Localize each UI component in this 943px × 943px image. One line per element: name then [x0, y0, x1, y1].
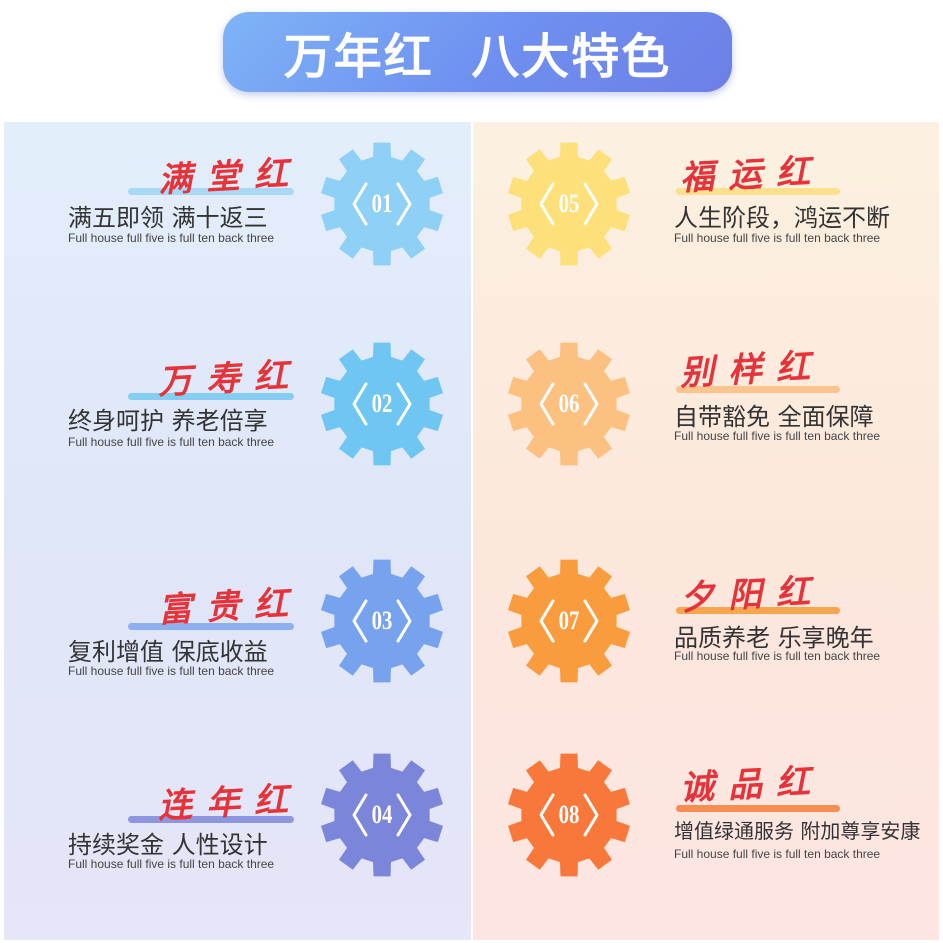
feature-headline: 持续奖金 人性设计 [68, 831, 268, 859]
feature-headline: 品质养老 乐享晚年 [674, 624, 874, 652]
feature-name: 诚品红 [679, 761, 825, 809]
feature-subtitle: Full house full five is full ten back th… [68, 435, 275, 449]
gear-icon: 07 [505, 557, 633, 685]
feature-subtitle: Full house full five is full ten back th… [68, 231, 275, 245]
title-underline [128, 623, 294, 630]
feature-headline: 满五即领 满十返三 [68, 204, 268, 232]
gear-number: 06 [558, 389, 580, 418]
feature-subtitle: Full house full five is full ten back th… [68, 664, 275, 678]
gear-number: 03 [371, 606, 393, 635]
gear-icon: 08 [505, 751, 633, 879]
title-banner: 万年红 八大特色 [223, 12, 732, 92]
title-underline [676, 607, 840, 614]
title-underline [128, 393, 294, 400]
gear-number: 02 [371, 389, 393, 418]
gear-number: 07 [558, 606, 580, 635]
gear-number: 04 [371, 800, 393, 829]
feature-name: 福运红 [679, 151, 825, 199]
gear-icon: 06 [505, 340, 633, 468]
gear-number: 08 [558, 800, 580, 829]
gear-icon: 04 [318, 751, 446, 879]
gear-icon: 05 [505, 140, 633, 268]
feature-headline: 人生阶段，鸿运不断 [674, 204, 890, 232]
feature-headline: 复利增值 保底收益 [68, 638, 268, 666]
title-underline [128, 188, 294, 195]
title-underline [676, 805, 840, 812]
gear-icon: 02 [318, 340, 446, 468]
feature-subtitle: Full house full five is full ten back th… [674, 847, 881, 861]
title-underline [676, 386, 840, 393]
title-underline [128, 816, 294, 823]
feature-headline: 增值绿通服务 附加尊享安康 [674, 819, 921, 843]
feature-name: 夕阳红 [679, 571, 825, 619]
feature-subtitle: Full house full five is full ten back th… [674, 649, 881, 663]
feature-name: 万寿红 [157, 355, 303, 403]
gear-number: 05 [558, 189, 580, 218]
feature-headline: 自带豁免 全面保障 [674, 403, 874, 431]
page-title: 万年红 八大特色 [283, 29, 672, 85]
gear-icon: 03 [318, 557, 446, 685]
feature-name: 连年红 [157, 779, 303, 827]
feature-name: 富贵红 [157, 583, 303, 631]
title-underline [676, 188, 840, 195]
feature-subtitle: Full house full five is full ten back th… [68, 857, 275, 871]
gear-number: 01 [371, 189, 393, 218]
feature-subtitle: Full house full five is full ten back th… [674, 231, 881, 245]
feature-subtitle: Full house full five is full ten back th… [674, 429, 881, 443]
gear-icon: 01 [318, 140, 446, 268]
feature-headline: 终身呵护 养老倍享 [68, 407, 268, 435]
feature-name: 满堂红 [157, 153, 303, 201]
feature-name: 别样红 [679, 346, 825, 394]
